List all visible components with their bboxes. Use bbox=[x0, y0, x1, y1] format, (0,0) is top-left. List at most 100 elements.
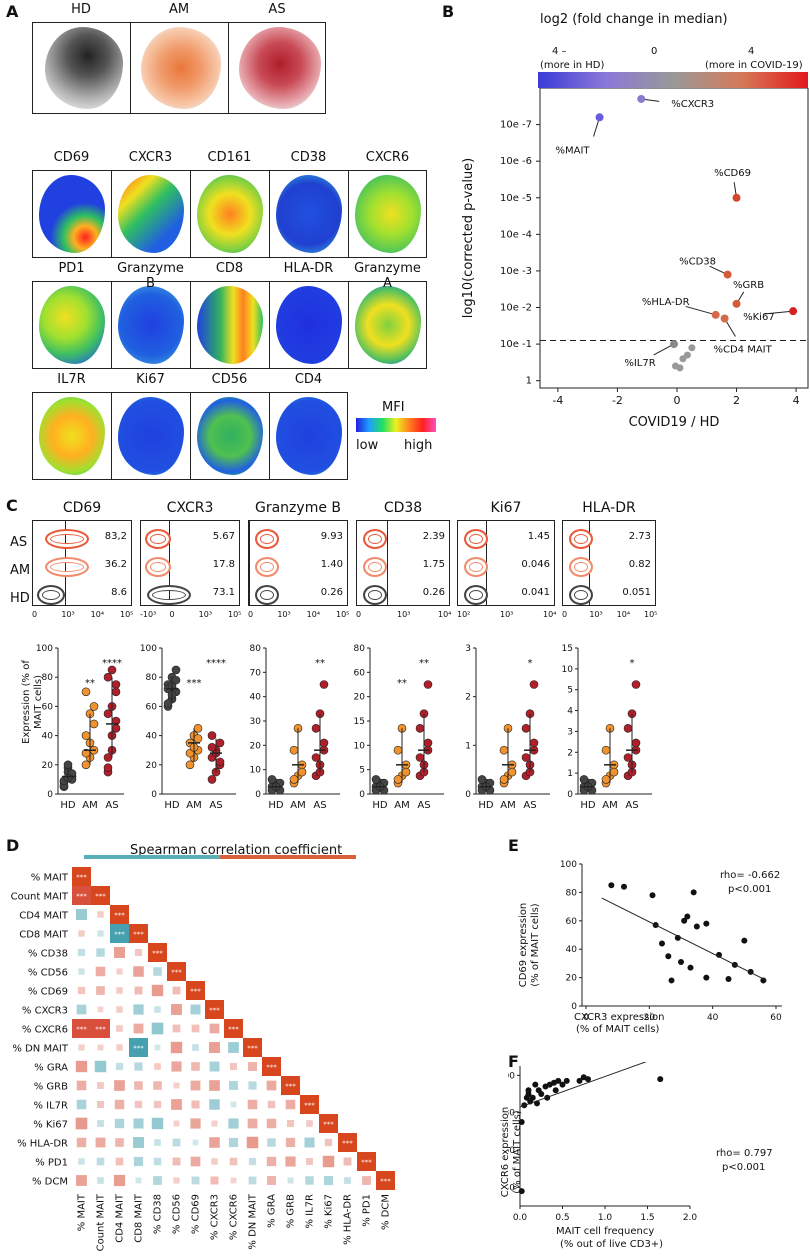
heatmap-cell bbox=[172, 1024, 181, 1033]
flow-axis-tick: 0 bbox=[169, 610, 175, 619]
heatmap-cell bbox=[247, 1099, 258, 1110]
tsne-marker-label: CXCR3 bbox=[128, 150, 173, 165]
flow-plot-box: 9.93 1.40 0.26 bbox=[248, 520, 348, 606]
scatter-ytick-label: 80 bbox=[42, 673, 54, 683]
volcano-xlabel: COVID19 / HD bbox=[629, 415, 720, 430]
f-point bbox=[529, 1094, 536, 1101]
heatmap-row-label: % GRA bbox=[34, 1063, 68, 1074]
heatmap-row-label: Count MAIT bbox=[11, 892, 69, 903]
heatmap-cell bbox=[230, 1177, 237, 1184]
density-as bbox=[229, 23, 325, 113]
heatmap-sig-star: *** bbox=[95, 1026, 106, 1034]
scatter-dot bbox=[267, 775, 277, 784]
volcano-point-ns bbox=[679, 355, 687, 363]
e-point bbox=[760, 977, 767, 984]
scatter-ytick-label: 5 bbox=[359, 766, 365, 776]
scatter-dot bbox=[601, 775, 611, 784]
heatmap-cell bbox=[114, 1080, 125, 1091]
flow-marker-title: Ki67 bbox=[490, 500, 522, 516]
scatter-dot bbox=[529, 738, 539, 748]
heatmap-cell bbox=[96, 1100, 105, 1109]
flow-contour-as bbox=[569, 529, 593, 549]
volcano-scale-right: 4 bbox=[748, 46, 755, 57]
flow-contour-hd bbox=[569, 585, 593, 605]
mfi-legend-low: low bbox=[356, 438, 379, 453]
scatter-dot bbox=[401, 767, 411, 777]
heatmap-cell bbox=[133, 1156, 144, 1167]
flow-percent: 0.26 bbox=[422, 587, 445, 598]
heatmap-row-label: % DN MAIT bbox=[12, 1044, 68, 1055]
flow-percent: 0.82 bbox=[628, 559, 651, 570]
heatmap-sig-star: *** bbox=[209, 1007, 220, 1015]
heatmap-cell bbox=[134, 1081, 143, 1090]
f-pvalue: p<0.001 bbox=[722, 1162, 766, 1173]
heatmap-cell bbox=[266, 1080, 277, 1091]
flow-axis-tick: -10³ bbox=[140, 610, 157, 619]
heatmap-cell bbox=[76, 1080, 87, 1091]
heatmap-cell bbox=[110, 924, 129, 943]
scatter-ytick-label: 100 bbox=[140, 644, 157, 654]
heatmap-cell bbox=[76, 1004, 87, 1015]
tsne-marker-label: Ki67 bbox=[136, 372, 165, 387]
volcano-xtick-label: -4 bbox=[552, 394, 563, 407]
heatmap-row-label: % CD56 bbox=[28, 968, 68, 979]
flow-contour-as bbox=[45, 529, 89, 549]
scatter-dot bbox=[423, 680, 433, 689]
flow-gate-line bbox=[387, 521, 388, 605]
tsne-cell bbox=[349, 171, 426, 257]
scatter-dot bbox=[81, 687, 91, 697]
volcano-plot: 10e -7 10e -6 10e -5 10e -4 10e -3 10e -2 10e … bbox=[461, 88, 809, 430]
heatmap-row-label: % HLA-DR bbox=[17, 1139, 68, 1150]
e-point bbox=[681, 917, 688, 924]
tsne-marker-label: IL7R bbox=[57, 372, 86, 387]
tsne-blob bbox=[118, 175, 184, 253]
heatmap-cell bbox=[324, 1138, 333, 1147]
scatter-dot bbox=[423, 738, 433, 748]
heatmap-cell bbox=[248, 1157, 257, 1166]
heatmap-col-label: % CD38 bbox=[153, 1194, 164, 1234]
heatmap-cell bbox=[72, 1019, 91, 1038]
scatter-dot bbox=[601, 745, 611, 755]
heatmap-sig-star: *** bbox=[304, 1102, 315, 1110]
heatmap-sig-star: *** bbox=[171, 969, 182, 977]
scatter-sig-am: ** bbox=[397, 678, 407, 689]
heatmap-col-label: % CD56 bbox=[172, 1194, 183, 1234]
scatter-dot bbox=[393, 775, 403, 784]
heatmap-cell bbox=[209, 1061, 220, 1072]
heatmap-cell bbox=[190, 1118, 201, 1129]
heatmap-cell bbox=[230, 1101, 237, 1108]
heatmap-sig-star: *** bbox=[380, 1178, 391, 1186]
scatter-dot bbox=[319, 680, 329, 689]
flow-plot-box: 83,2 36.2 8.6 bbox=[32, 520, 132, 606]
scatter-ytick-label: 0 bbox=[465, 790, 471, 800]
heatmap-cell bbox=[96, 986, 105, 995]
heatmap-diagonal-cell bbox=[148, 943, 167, 962]
e-xtick-label: 40 bbox=[707, 1013, 719, 1023]
scatter-dot bbox=[111, 687, 121, 697]
scatter-group-label: AS bbox=[523, 800, 536, 811]
heatmap-sig-star: *** bbox=[133, 931, 144, 939]
heatmap-row-label: % CXCR6 bbox=[22, 1025, 68, 1036]
volcano-point bbox=[732, 299, 741, 308]
heatmap-cell bbox=[172, 1157, 181, 1166]
flow-marker-title: CD38 bbox=[383, 500, 423, 516]
tsne-label-hd: HD bbox=[71, 2, 91, 17]
heatmap-diagonal-cell bbox=[319, 1114, 338, 1133]
heatmap-row-label: % Ki67 bbox=[33, 1120, 68, 1131]
tsne-label-as: AS bbox=[268, 2, 286, 17]
heatmap-row-label: CD8 MAIT bbox=[19, 930, 69, 941]
heatmap-sig-star: *** bbox=[190, 988, 201, 996]
tsne-blob bbox=[276, 175, 342, 253]
tsne-cell bbox=[112, 393, 191, 479]
scatter-dot bbox=[89, 702, 99, 711]
scatter-ytick-label: 10 bbox=[562, 665, 574, 675]
scatter-ytick-label: 20 bbox=[146, 761, 158, 771]
scatter-dot bbox=[207, 742, 217, 752]
scatter-dot bbox=[529, 680, 539, 689]
tsne-marker-label: HLA-DR bbox=[283, 261, 334, 276]
e-ytick-label: 0 bbox=[571, 1002, 577, 1012]
volcano-point-ns bbox=[676, 364, 684, 372]
flow-contour-hd bbox=[147, 585, 191, 605]
heatmap-cell bbox=[76, 1099, 87, 1110]
e-point bbox=[665, 953, 672, 960]
